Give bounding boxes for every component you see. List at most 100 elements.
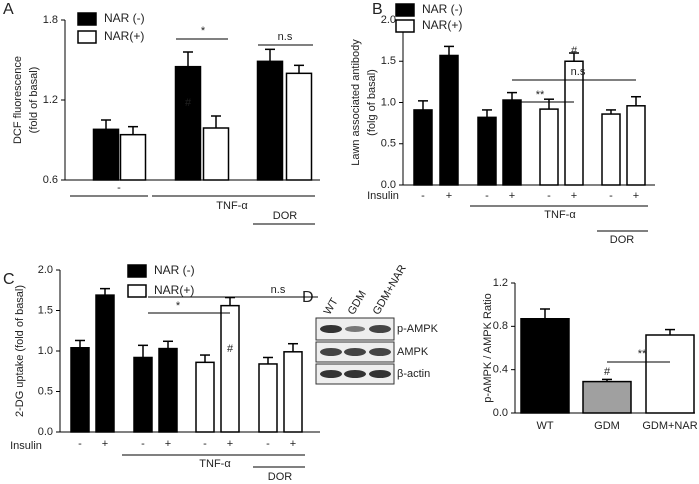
annotation: * (176, 300, 181, 312)
legend-swatch (127, 264, 147, 278)
x-tick-label: - (485, 190, 489, 202)
y-axis-label: (folg of basal) (366, 69, 378, 136)
bar (645, 334, 695, 414)
annotation: n.s (271, 284, 286, 296)
annotation: # (185, 97, 192, 109)
y-axis-label: 2-DG uptake (fold of basal) (14, 285, 26, 417)
bar (520, 318, 570, 414)
blot-row: AMPK (397, 346, 429, 358)
x-tick-label: + (290, 438, 296, 450)
bar (158, 347, 178, 433)
annotation: # (227, 343, 234, 355)
y-tick-label: 1.8 (43, 14, 58, 26)
annotation: * (201, 25, 206, 37)
legend-label: NAR(+) (154, 283, 194, 297)
y-axis-label: Lawn associated antibody (350, 39, 362, 166)
y-tick-label: 1.5 (38, 304, 53, 316)
bar (539, 108, 559, 186)
bar (283, 351, 303, 433)
x-tick-label: GDM (594, 420, 620, 432)
x-tick-label: + (102, 438, 108, 450)
group-label: DOR (268, 471, 293, 483)
x-tick-label: - (78, 438, 82, 450)
bar (256, 60, 284, 181)
x-tick-label: + (227, 438, 233, 450)
x-tick-label: - (609, 190, 613, 202)
panel-letter: D (302, 289, 314, 306)
y-tick-label: 0.8 (493, 320, 508, 332)
legend-swatch (395, 3, 415, 17)
group-label: DOR (610, 234, 635, 246)
y-tick-label: 0.0 (38, 426, 53, 438)
bar (119, 133, 147, 181)
panel-letter: A (3, 1, 14, 18)
western-blot (315, 317, 395, 385)
legend-label: NAR (-) (154, 263, 195, 277)
x-tick-label: + (509, 190, 515, 202)
legend-swatch (77, 30, 97, 44)
y-tick-label: 0.5 (38, 385, 53, 397)
y-tick-label: 1.0 (381, 96, 396, 108)
group-label: DOR (273, 210, 298, 222)
x-tick-label: - (141, 438, 145, 450)
legend-label: NAR (-) (104, 11, 145, 25)
group-label: TNF-α (216, 200, 248, 212)
y-axis-label: (fold of basal) (28, 67, 40, 134)
bar (258, 363, 278, 433)
panel-letter: C (3, 271, 15, 288)
y-tick-label: 1.0 (38, 345, 53, 357)
bar (174, 65, 202, 181)
bar (439, 54, 459, 186)
bar (285, 72, 313, 181)
bar (95, 294, 115, 433)
x-tick-label: + (633, 190, 639, 202)
x-tick-label: + (446, 190, 452, 202)
annotation: # (571, 45, 578, 57)
panel-letter: B (372, 1, 383, 18)
legend-label: NAR (-) (422, 2, 463, 16)
blot-row: β-actin (397, 368, 430, 380)
y-tick-label: 0.0 (493, 407, 508, 419)
annotation: n.s (278, 31, 293, 43)
bar (626, 105, 646, 186)
y-tick-label: 0.6 (43, 174, 58, 186)
bar (220, 304, 240, 433)
x-tick-label: + (165, 438, 171, 450)
bar (70, 347, 90, 433)
x-tick-label: + (571, 190, 577, 202)
bar (564, 60, 584, 186)
x-tick-label: - (203, 438, 207, 450)
blot-lane: GDM+NAR (371, 263, 409, 317)
legend-swatch (77, 12, 97, 26)
x-axis-label: Insulin (10, 440, 42, 452)
y-tick-label: 1.2 (43, 94, 58, 106)
annotation: ** (536, 89, 545, 101)
y-tick-label: 0.0 (381, 179, 396, 191)
bar (195, 361, 215, 433)
y-tick-label: 1.5 (381, 55, 396, 67)
group-label: TNF-α (199, 458, 231, 470)
bar (601, 113, 621, 186)
bar (502, 99, 522, 186)
y-tick-label: 2.0 (381, 14, 396, 26)
y-tick-label: 0.5 (381, 138, 396, 150)
y-tick-label: 1.2 (493, 277, 508, 289)
blot-lane: GDM (346, 289, 369, 317)
y-tick-label: 2.0 (38, 264, 53, 276)
legend-label: NAR(+) (104, 29, 144, 43)
x-tick-label: - (421, 190, 425, 202)
bar (413, 109, 433, 186)
x-tick-label: GDM+NAR (642, 420, 697, 432)
x-tick-label: - (547, 190, 551, 202)
bar (202, 127, 230, 181)
bar (477, 116, 497, 186)
annotation: n.s (571, 66, 586, 78)
blot-lane: WT (322, 296, 341, 317)
group-label: TNF-α (544, 209, 576, 221)
x-tick-label: - (266, 438, 270, 450)
bar (133, 356, 153, 433)
bar (582, 380, 632, 414)
blot-row: p-AMPK (397, 323, 439, 335)
legend-label: NAR(+) (422, 18, 462, 32)
